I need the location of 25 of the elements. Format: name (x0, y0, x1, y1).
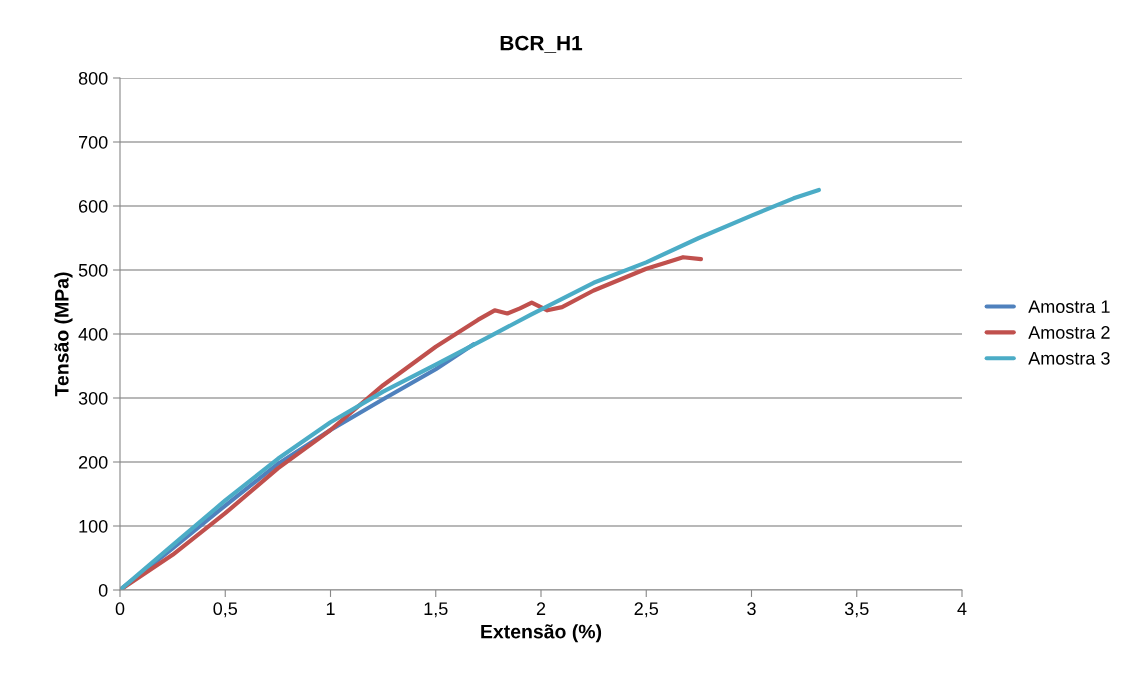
x-tick-label: 0,5 (213, 602, 238, 618)
x-tick-label: 3,5 (844, 602, 869, 618)
legend-label: Amostra 3 (1028, 351, 1110, 365)
y-tick-label: 100 (79, 519, 108, 533)
y-tick-label: 0 (98, 583, 108, 597)
x-tick-label: 0 (115, 602, 125, 616)
x-tick-label: 2,5 (634, 602, 659, 618)
x-axis-title: Extensão (%) (481, 624, 602, 643)
chart-title: BCR_H1 (500, 35, 583, 53)
legend-label: Amostra 2 (1028, 326, 1110, 339)
line-series (120, 187, 821, 590)
x-tick-label: 4 (957, 602, 967, 615)
x-tick-label: 1 (326, 602, 335, 615)
x-tick-label: 2 (536, 602, 546, 615)
legend-label: Amostra 1 (1028, 300, 1110, 313)
x-tick-label: 3 (747, 602, 756, 616)
y-tick-label: 700 (79, 135, 108, 149)
x-tick-label: 1,5 (424, 602, 448, 618)
y-tick-label: 500 (78, 263, 108, 277)
y-tick-label: 600 (78, 199, 108, 213)
y-axis-title: Tensão (MPa) (54, 272, 73, 397)
y-tick-label: 800 (78, 71, 108, 85)
y-tick-label: 400 (78, 327, 108, 341)
y-tick-label: 200 (78, 455, 108, 469)
y-tick-label: 300 (78, 391, 108, 405)
